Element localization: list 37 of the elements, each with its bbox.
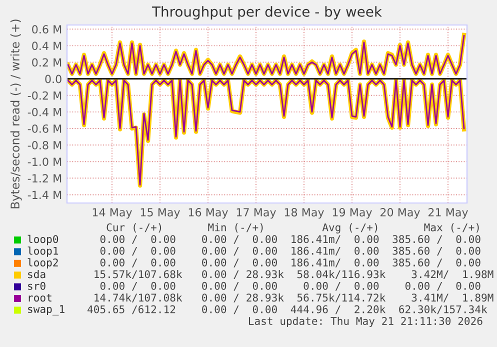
- y-tick-label: 0.2 M: [32, 58, 62, 67]
- text: 0.00 / 0.00 0.00 / 0.00 186.41m/ 0.00 385.60 / 0.00: [100, 258, 480, 268]
- legend-label: sr0: [28, 282, 46, 290]
- y-tick-label: -1.2 M: [28, 174, 62, 182]
- x-tick-label: 15 May: [140, 208, 180, 219]
- x-tick-label: 18 May: [284, 208, 324, 219]
- y-tick-label: -0.6 M: [28, 124, 62, 133]
- text: 14.74k/107.08k 0.00 / 28.93k 56.75k/114.72k 3.41M/ 1.89M: [94, 293, 494, 302]
- y-tick-label: 0.4 M: [32, 42, 62, 50]
- legend-label: swap_1: [28, 305, 64, 316]
- y-tick-label: 0.6 M: [32, 25, 62, 34]
- y-tick-label: -0.4 M: [28, 108, 62, 116]
- legend-label: sda: [28, 270, 46, 278]
- x-tick-label: 19 May: [332, 208, 372, 219]
- chart-title: Throughput per device - by week: [152, 6, 382, 20]
- x-tick-label: 21 May: [428, 208, 468, 219]
- x-tick-label: 17 May: [236, 208, 276, 219]
- text: 0.00 / 0.00 0.00 / 0.00 0.00 / 0.00 0.00 / 0.00: [100, 282, 480, 291]
- text: 0.00 / 0.00 0.00 / 0.00 186.41m/ 0.00 385.60 / 0.00: [100, 235, 480, 244]
- legend-label: root: [28, 294, 52, 302]
- x-tick-label: 14 May: [92, 208, 132, 219]
- text: Last update: Thu May 21 21:11:30 2026: [248, 316, 482, 328]
- legend-label: loop0: [28, 234, 58, 246]
- legend-label: loop2: [28, 258, 58, 269]
- legend-label: loop1: [28, 246, 58, 257]
- y-tick-label: -0.8 M: [28, 141, 62, 150]
- text: 0.00 / 0.00 0.00 / 0.00 186.41m/ 0.00 385.60 / 0.00: [100, 246, 480, 256]
- y-tick-label: 0.0: [45, 74, 62, 84]
- text: Cur (-/+) Min (-/+) Avg (-/+) Max (-/+): [106, 223, 479, 234]
- y-tick-label: -1.0 M: [28, 158, 62, 166]
- y-tick-label: -1.4 M: [28, 190, 62, 199]
- text: 405.65 /612.12 0.00 / 0.00 444.96 / 2.20k 62.30k/157.34k: [88, 305, 488, 314]
- y-axis-title: Bytes/second read (-) / write (+): [10, 20, 22, 208]
- y-tick-label: -0.2 M: [28, 91, 62, 100]
- x-tick-label: 16 May: [188, 208, 228, 219]
- text: 15.57k/107.68k 0.00 / 28.93k 58.04k/116.93k 3.42M/ 1.98M: [94, 270, 494, 280]
- x-tick-label: 20 May: [380, 208, 420, 219]
